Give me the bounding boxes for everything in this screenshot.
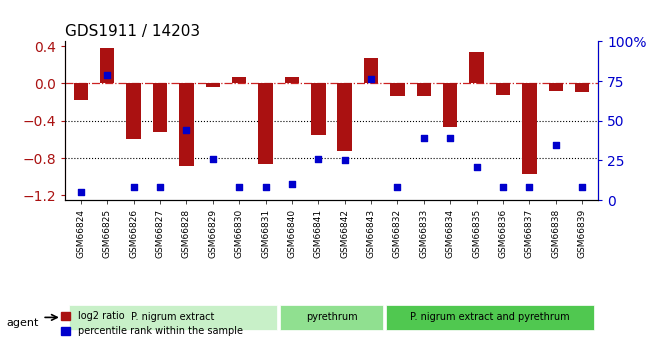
Bar xyxy=(153,83,167,132)
Point xyxy=(498,185,508,190)
Point xyxy=(102,72,112,78)
FancyBboxPatch shape xyxy=(385,305,594,330)
Point xyxy=(339,158,350,163)
FancyBboxPatch shape xyxy=(280,305,383,330)
Bar xyxy=(73,83,88,100)
Bar xyxy=(337,83,352,151)
Point xyxy=(419,136,429,141)
Text: P. nigrum extract and pyrethrum: P. nigrum extract and pyrethrum xyxy=(410,313,569,322)
Point xyxy=(392,185,402,190)
Bar xyxy=(179,83,194,166)
FancyBboxPatch shape xyxy=(69,305,278,330)
Point xyxy=(75,189,86,195)
Bar xyxy=(443,83,458,127)
Point xyxy=(366,77,376,82)
Point xyxy=(471,164,482,169)
Point xyxy=(577,185,588,190)
Point xyxy=(261,185,271,190)
Text: GDS1911 / 14203: GDS1911 / 14203 xyxy=(65,24,200,39)
Text: P. nigrum extract: P. nigrum extract xyxy=(131,313,215,322)
Point xyxy=(445,136,456,141)
Point xyxy=(129,185,139,190)
Bar xyxy=(285,77,299,83)
Point xyxy=(181,128,192,133)
Bar xyxy=(100,48,114,83)
Bar xyxy=(496,83,510,95)
Bar xyxy=(549,83,563,91)
Bar xyxy=(522,83,537,174)
Bar xyxy=(364,58,378,83)
Bar xyxy=(232,77,246,83)
Text: pyrethrum: pyrethrum xyxy=(306,313,358,322)
Point xyxy=(287,181,297,187)
Text: agent: agent xyxy=(6,318,39,327)
Bar xyxy=(311,83,326,135)
Bar xyxy=(575,83,590,92)
Point xyxy=(155,185,165,190)
Legend: log2 ratio, percentile rank within the sample: log2 ratio, percentile rank within the s… xyxy=(57,307,247,340)
Bar xyxy=(417,83,431,96)
Point xyxy=(313,156,324,161)
Bar xyxy=(126,83,141,139)
Point xyxy=(234,185,244,190)
Bar xyxy=(258,83,273,164)
Bar xyxy=(205,83,220,87)
Bar xyxy=(469,52,484,83)
Point xyxy=(524,185,534,190)
Point xyxy=(551,142,561,147)
Point xyxy=(207,156,218,161)
Bar xyxy=(390,83,405,96)
